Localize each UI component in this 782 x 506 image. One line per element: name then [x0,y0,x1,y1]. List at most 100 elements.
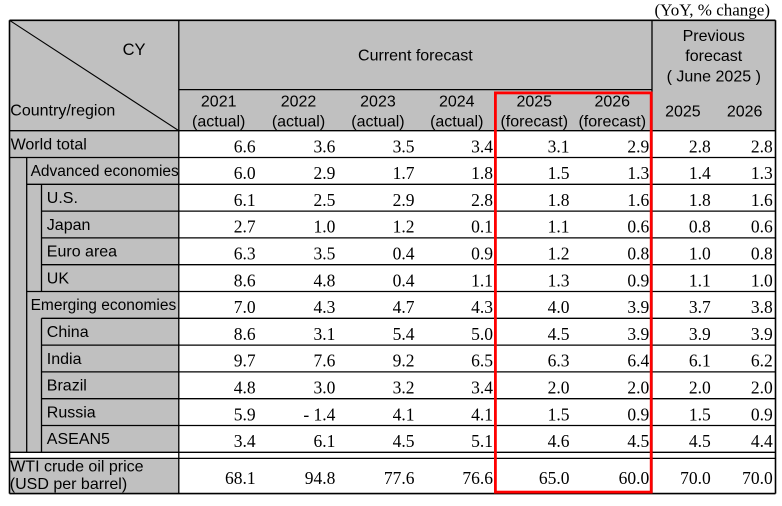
svg-text:1.2: 1.2 [548,244,570,264]
svg-text:2.0: 2.0 [751,378,773,398]
svg-text:Country/region: Country/region [10,102,115,119]
svg-text:4.6: 4.6 [548,431,570,451]
svg-text:5.0: 5.0 [471,324,493,344]
svg-text:2026: 2026 [727,104,763,121]
svg-text:5.9: 5.9 [234,404,256,424]
svg-text:3.9: 3.9 [689,324,711,344]
svg-text:3.4: 3.4 [471,136,493,156]
svg-text:0.4: 0.4 [393,270,415,290]
svg-text:2.0: 2.0 [627,378,649,398]
svg-text:4.1: 4.1 [393,404,415,424]
svg-text:2.8: 2.8 [471,190,493,210]
svg-text:Advanced economies: Advanced economies [31,163,179,180]
svg-text:2021: 2021 [201,94,237,111]
svg-text:1.0: 1.0 [689,244,711,264]
svg-text:UK: UK [47,270,70,287]
svg-text:(actual): (actual) [430,114,483,131]
svg-text:8.6: 8.6 [234,324,256,344]
svg-text:( June 2025 ): ( June 2025 ) [667,68,761,85]
svg-text:3.4: 3.4 [234,431,256,451]
svg-text:forecast: forecast [685,48,742,65]
svg-text:WTI crude oil price: WTI crude oil price [10,459,143,476]
svg-text:Emerging economies: Emerging economies [31,297,177,314]
svg-text:2.0: 2.0 [548,378,570,398]
svg-text:1.3: 1.3 [627,163,649,183]
svg-text:2.9: 2.9 [314,163,336,183]
svg-text:4.8: 4.8 [234,378,256,398]
svg-text:1.0: 1.0 [751,270,773,290]
svg-text:0.9: 0.9 [471,244,493,264]
svg-text:4.5: 4.5 [627,431,649,451]
svg-text:2.9: 2.9 [393,190,415,210]
svg-text:3.9: 3.9 [627,324,649,344]
svg-text:1.3: 1.3 [548,270,570,290]
svg-text:6.3: 6.3 [234,244,256,264]
svg-text:0.6: 0.6 [627,217,649,237]
svg-text:1.1: 1.1 [689,270,711,290]
svg-text:4.5: 4.5 [548,324,570,344]
svg-text:(forecast): (forecast) [500,114,568,131]
svg-text:9.2: 9.2 [393,351,415,371]
svg-text:70.0: 70.0 [742,468,773,488]
svg-text:Current forecast: Current forecast [358,47,473,64]
svg-text:8.6: 8.6 [234,270,256,290]
svg-text:94.8: 94.8 [305,468,336,488]
svg-text:0.9: 0.9 [627,404,649,424]
svg-text:0.1: 0.1 [471,217,493,237]
svg-text:China: China [47,324,89,341]
svg-text:5.4: 5.4 [393,324,415,344]
svg-text:0.8: 0.8 [689,217,711,237]
svg-text:3.2: 3.2 [393,378,415,398]
svg-text:4.8: 4.8 [314,270,336,290]
svg-text:4.5: 4.5 [689,431,711,451]
svg-text:2025: 2025 [665,104,701,121]
svg-text:3.9: 3.9 [751,324,773,344]
svg-text:77.6: 77.6 [384,468,415,488]
svg-text:3.4: 3.4 [471,378,493,398]
svg-text:6.1: 6.1 [314,431,336,451]
svg-text:(USD per barrel): (USD per barrel) [10,476,127,493]
svg-text:65.0: 65.0 [539,468,570,488]
svg-text:2023: 2023 [360,94,396,111]
svg-text:0.4: 0.4 [393,244,415,264]
svg-text:2026: 2026 [594,94,630,111]
svg-text:4.7: 4.7 [393,297,415,317]
svg-text:India: India [47,351,82,368]
svg-text:6.5: 6.5 [471,351,493,371]
svg-text:(actual): (actual) [351,114,404,131]
svg-text:4.3: 4.3 [314,297,336,317]
svg-text:4.1: 4.1 [471,404,493,424]
svg-text:7.0: 7.0 [234,297,256,317]
svg-text:1.6: 1.6 [627,190,649,210]
svg-text:2.8: 2.8 [751,136,773,156]
svg-text:6.4: 6.4 [627,351,649,371]
svg-text:CY: CY [123,41,146,59]
svg-text:1.5: 1.5 [548,163,570,183]
svg-text:4.5: 4.5 [393,431,415,451]
svg-text:1.8: 1.8 [689,190,711,210]
svg-text:3.0: 3.0 [314,378,336,398]
svg-text:7.6: 7.6 [314,351,336,371]
svg-text:3.9: 3.9 [627,297,649,317]
svg-text:0.8: 0.8 [627,244,649,264]
svg-text:2.7: 2.7 [234,217,256,237]
svg-text:1.1: 1.1 [471,270,493,290]
svg-text:ASEAN5: ASEAN5 [47,431,110,448]
svg-text:6.3: 6.3 [548,351,570,371]
svg-text:2025: 2025 [516,94,552,111]
svg-text:6.0: 6.0 [234,163,256,183]
svg-text:Euro area: Euro area [47,244,117,261]
svg-text:4.4: 4.4 [751,431,773,451]
svg-text:6.6: 6.6 [234,136,256,156]
svg-text:4.0: 4.0 [548,297,570,317]
svg-text:6.1: 6.1 [689,351,711,371]
svg-text:1.7: 1.7 [393,163,415,183]
svg-text:(forecast): (forecast) [578,114,646,131]
svg-text:(actual): (actual) [192,114,245,131]
svg-text:0.6: 0.6 [751,217,773,237]
svg-text:70.0: 70.0 [680,468,711,488]
svg-text:1.8: 1.8 [471,163,493,183]
svg-text:1.3: 1.3 [751,163,773,183]
svg-text:2.8: 2.8 [689,136,711,156]
svg-text:3.5: 3.5 [393,136,415,156]
